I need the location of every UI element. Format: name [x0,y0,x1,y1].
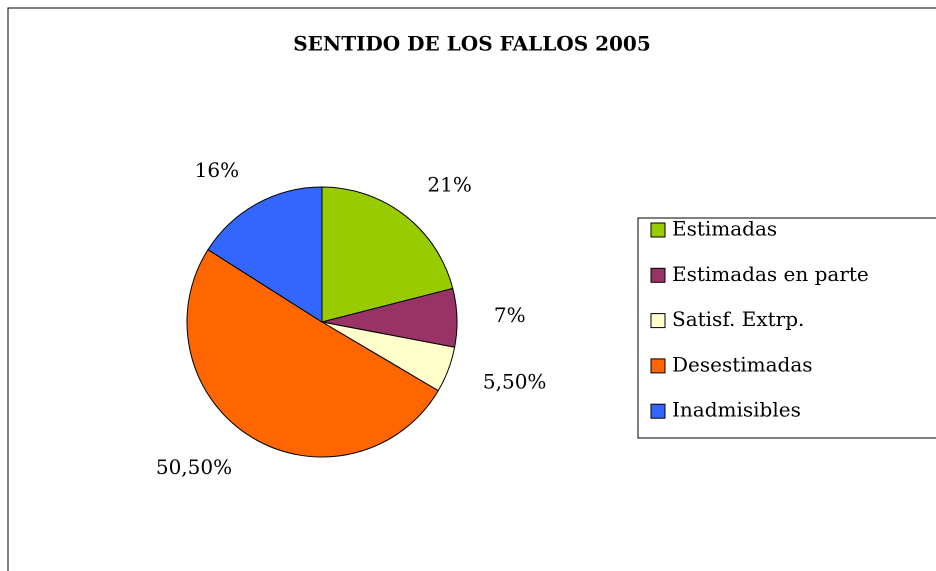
legend-label: Inadmisibles [672,398,801,422]
data-label: 50,50% [156,455,232,479]
legend-label: Estimadas en parte [672,262,869,286]
legend-swatch [650,313,666,329]
legend-swatch [650,403,666,419]
data-label: 7% [494,303,526,327]
legend-box [637,217,936,439]
data-label: 16% [195,158,239,182]
legend-swatch [650,222,666,238]
chart-title: SENTIDO DE LOS FALLOS 2005 [293,32,651,56]
legend-label: Desestimadas [672,352,813,376]
pie-slice [186,248,439,458]
legend-label: Estimadas [672,217,777,241]
legend-swatch [650,267,666,283]
legend-label: Satisf. Extrp. [672,307,804,331]
pie-slice [207,186,323,323]
data-label: 5,50% [483,369,547,393]
legend-swatch [650,358,666,374]
data-label: 21% [427,173,471,197]
pie-slice [321,186,454,323]
